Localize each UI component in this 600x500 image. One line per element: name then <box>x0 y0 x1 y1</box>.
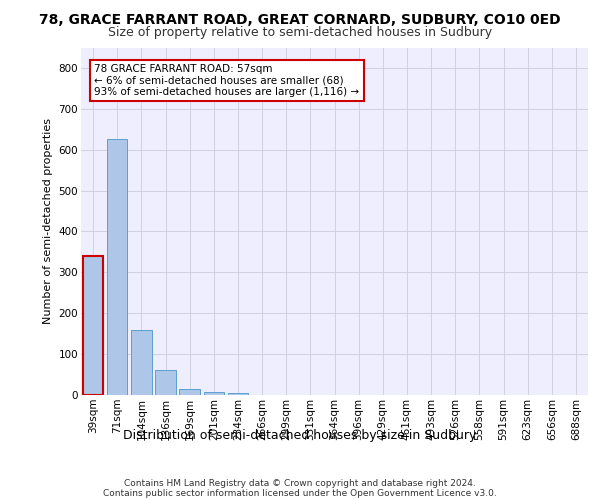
Bar <box>179 389 200 395</box>
Bar <box>131 330 152 395</box>
Text: Size of property relative to semi-detached houses in Sudbury: Size of property relative to semi-detach… <box>108 26 492 39</box>
Text: Distribution of semi-detached houses by size in Sudbury: Distribution of semi-detached houses by … <box>124 430 476 442</box>
Bar <box>227 393 248 395</box>
Text: 78, GRACE FARRANT ROAD, GREAT CORNARD, SUDBURY, CO10 0ED: 78, GRACE FARRANT ROAD, GREAT CORNARD, S… <box>39 12 561 26</box>
Bar <box>83 256 103 395</box>
Text: 78 GRACE FARRANT ROAD: 57sqm
← 6% of semi-detached houses are smaller (68)
93% o: 78 GRACE FARRANT ROAD: 57sqm ← 6% of sem… <box>94 64 359 97</box>
Bar <box>203 392 224 395</box>
Text: Contains public sector information licensed under the Open Government Licence v3: Contains public sector information licen… <box>103 488 497 498</box>
Bar <box>155 370 176 395</box>
Text: Contains HM Land Registry data © Crown copyright and database right 2024.: Contains HM Land Registry data © Crown c… <box>124 478 476 488</box>
Y-axis label: Number of semi-detached properties: Number of semi-detached properties <box>43 118 53 324</box>
Bar <box>107 140 127 395</box>
